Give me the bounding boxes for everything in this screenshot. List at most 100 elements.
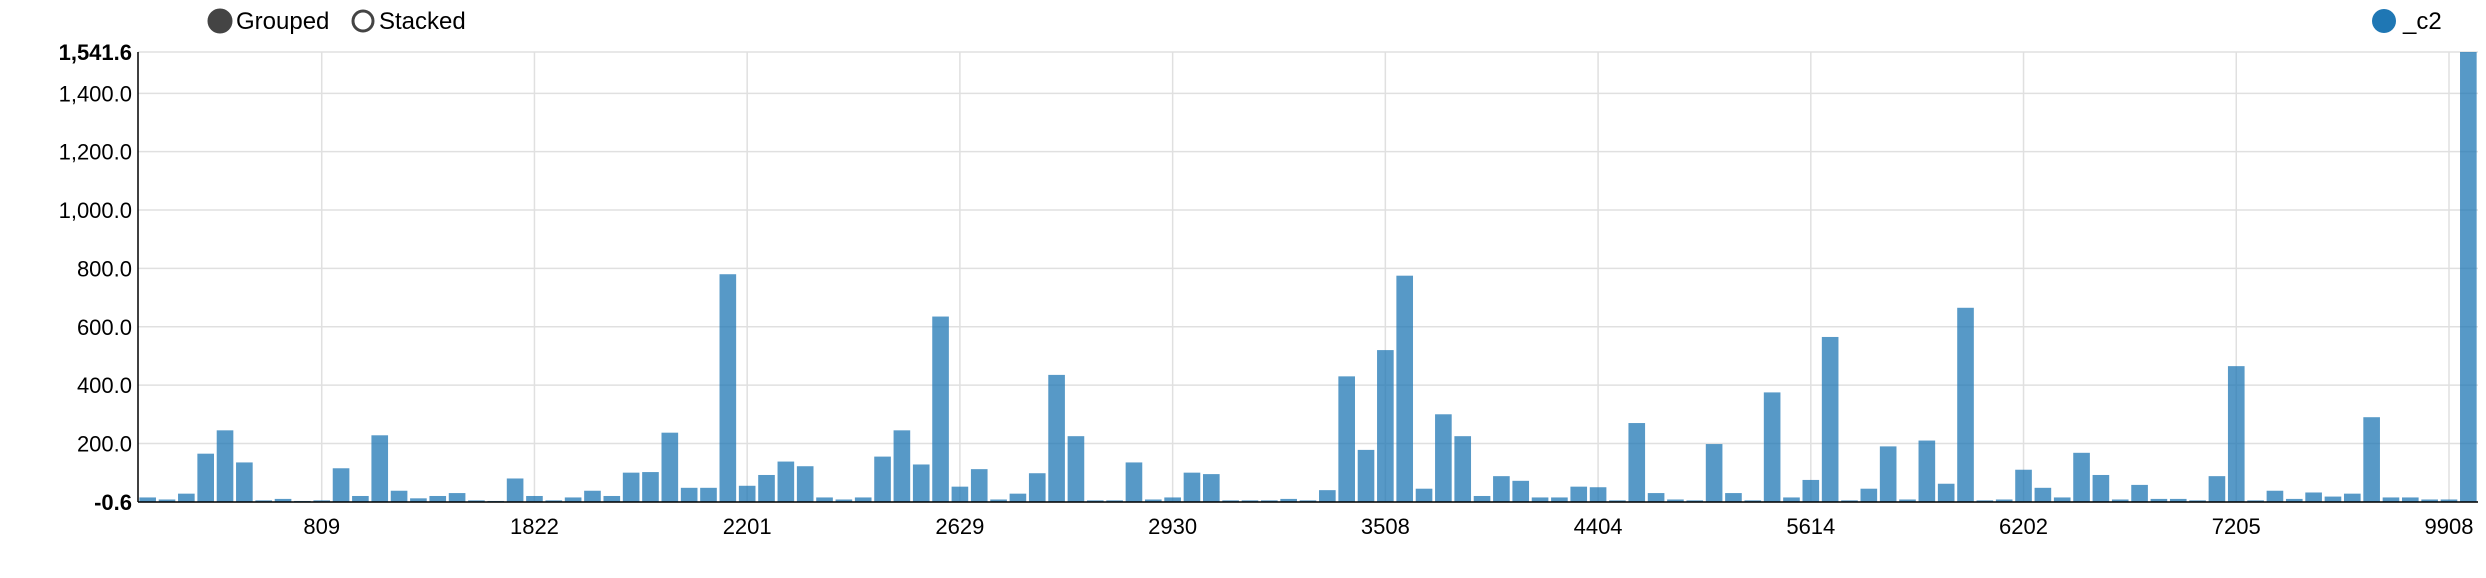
bar[interactable] <box>2053 497 2071 502</box>
bar[interactable] <box>1319 490 1336 502</box>
bar[interactable] <box>2324 496 2342 502</box>
bar[interactable] <box>197 453 215 502</box>
bar[interactable] <box>951 486 969 502</box>
bar[interactable] <box>1086 500 1104 502</box>
bar[interactable] <box>139 497 156 502</box>
bar[interactable] <box>719 274 737 502</box>
bar[interactable] <box>874 456 891 502</box>
bar[interactable] <box>1763 392 1781 502</box>
bar[interactable] <box>796 466 814 502</box>
bar[interactable] <box>1435 414 1452 502</box>
bar[interactable] <box>835 499 853 502</box>
bar[interactable] <box>2131 484 2148 502</box>
bar[interactable] <box>2382 497 2400 502</box>
bar[interactable] <box>1918 440 1936 502</box>
bar[interactable] <box>1802 479 1820 502</box>
bar[interactable] <box>1705 444 1723 502</box>
bar[interactable] <box>1821 336 1839 502</box>
bar[interactable] <box>2460 52 2477 502</box>
bar[interactable] <box>1609 500 1626 502</box>
bar[interactable] <box>429 495 447 502</box>
bar[interactable] <box>893 430 911 502</box>
bar[interactable] <box>1106 500 1123 502</box>
bar[interactable] <box>216 430 234 502</box>
legend-swatch-c2[interactable] <box>2372 9 2396 33</box>
bar[interactable] <box>1531 497 1549 502</box>
bar[interactable] <box>1841 500 1858 502</box>
bar[interactable] <box>1241 500 1259 502</box>
bar[interactable] <box>1067 436 1085 502</box>
bar[interactable] <box>1899 499 1916 502</box>
stacked-radio[interactable]: Stacked <box>351 8 466 35</box>
bar[interactable] <box>178 493 195 502</box>
bar[interactable] <box>468 500 485 502</box>
bar[interactable] <box>2189 500 2206 502</box>
bar[interactable] <box>1860 488 1878 502</box>
bar[interactable] <box>2111 499 2129 502</box>
bar[interactable] <box>1028 473 1046 502</box>
bar[interactable] <box>1512 480 1530 502</box>
bar[interactable] <box>1589 487 1607 502</box>
bar[interactable] <box>1551 497 1568 502</box>
bar[interactable] <box>990 499 1007 502</box>
bar[interactable] <box>2305 492 2322 502</box>
bar[interactable] <box>970 469 988 502</box>
bar[interactable] <box>700 487 717 502</box>
bar[interactable] <box>2208 476 2226 502</box>
grouped-radio[interactable]: Grouped <box>207 8 329 35</box>
bar[interactable] <box>1995 499 2013 502</box>
bar[interactable] <box>352 495 369 502</box>
bar[interactable] <box>2343 493 2361 502</box>
bar[interactable] <box>1667 499 1684 502</box>
bar[interactable] <box>912 464 930 502</box>
bar[interactable] <box>410 498 427 502</box>
bar[interactable] <box>371 435 389 502</box>
bar[interactable] <box>1261 500 1278 502</box>
bar[interactable] <box>738 485 756 502</box>
bar[interactable] <box>1222 500 1239 502</box>
stacked-radio-indicator[interactable] <box>351 9 375 33</box>
bar[interactable] <box>1202 474 1220 502</box>
bar[interactable] <box>1686 500 1704 502</box>
bar[interactable] <box>506 478 524 502</box>
bar[interactable] <box>1377 350 1394 502</box>
bar[interactable] <box>1493 476 1510 502</box>
bar[interactable] <box>1009 493 1027 502</box>
bar[interactable] <box>274 498 292 502</box>
bar[interactable] <box>816 497 833 502</box>
bar[interactable] <box>1879 446 1897 502</box>
bar[interactable] <box>332 468 350 502</box>
bar[interactable] <box>2169 498 2187 502</box>
bar[interactable] <box>1783 497 1800 502</box>
bar[interactable] <box>854 497 872 502</box>
bar[interactable] <box>2073 452 2090 502</box>
bar[interactable] <box>2092 474 2110 502</box>
bar[interactable] <box>758 474 775 502</box>
bar[interactable] <box>1570 486 1588 502</box>
bar[interactable] <box>313 500 331 502</box>
bar[interactable] <box>2363 417 2380 502</box>
bar[interactable] <box>1357 449 1375 502</box>
bar[interactable] <box>545 500 563 502</box>
bar[interactable] <box>236 462 253 502</box>
bar[interactable] <box>2227 366 2245 502</box>
bar[interactable] <box>622 472 640 502</box>
bar[interactable] <box>2285 498 2303 502</box>
bar[interactable] <box>1299 500 1317 502</box>
bar[interactable] <box>1473 495 1491 502</box>
bar[interactable] <box>777 461 795 502</box>
bar[interactable] <box>1957 307 1974 502</box>
bar[interactable] <box>1144 499 1162 502</box>
bar[interactable] <box>661 432 679 502</box>
bar[interactable] <box>2266 490 2284 502</box>
bar[interactable] <box>1628 423 1646 502</box>
bar[interactable] <box>1048 374 1065 502</box>
bar[interactable] <box>158 499 176 502</box>
bar[interactable] <box>680 487 698 502</box>
bar[interactable] <box>1454 436 1472 502</box>
bar[interactable] <box>584 490 601 502</box>
bar[interactable] <box>603 495 621 502</box>
bar[interactable] <box>2421 499 2438 502</box>
bar[interactable] <box>1396 275 1414 502</box>
bar[interactable] <box>390 490 408 502</box>
